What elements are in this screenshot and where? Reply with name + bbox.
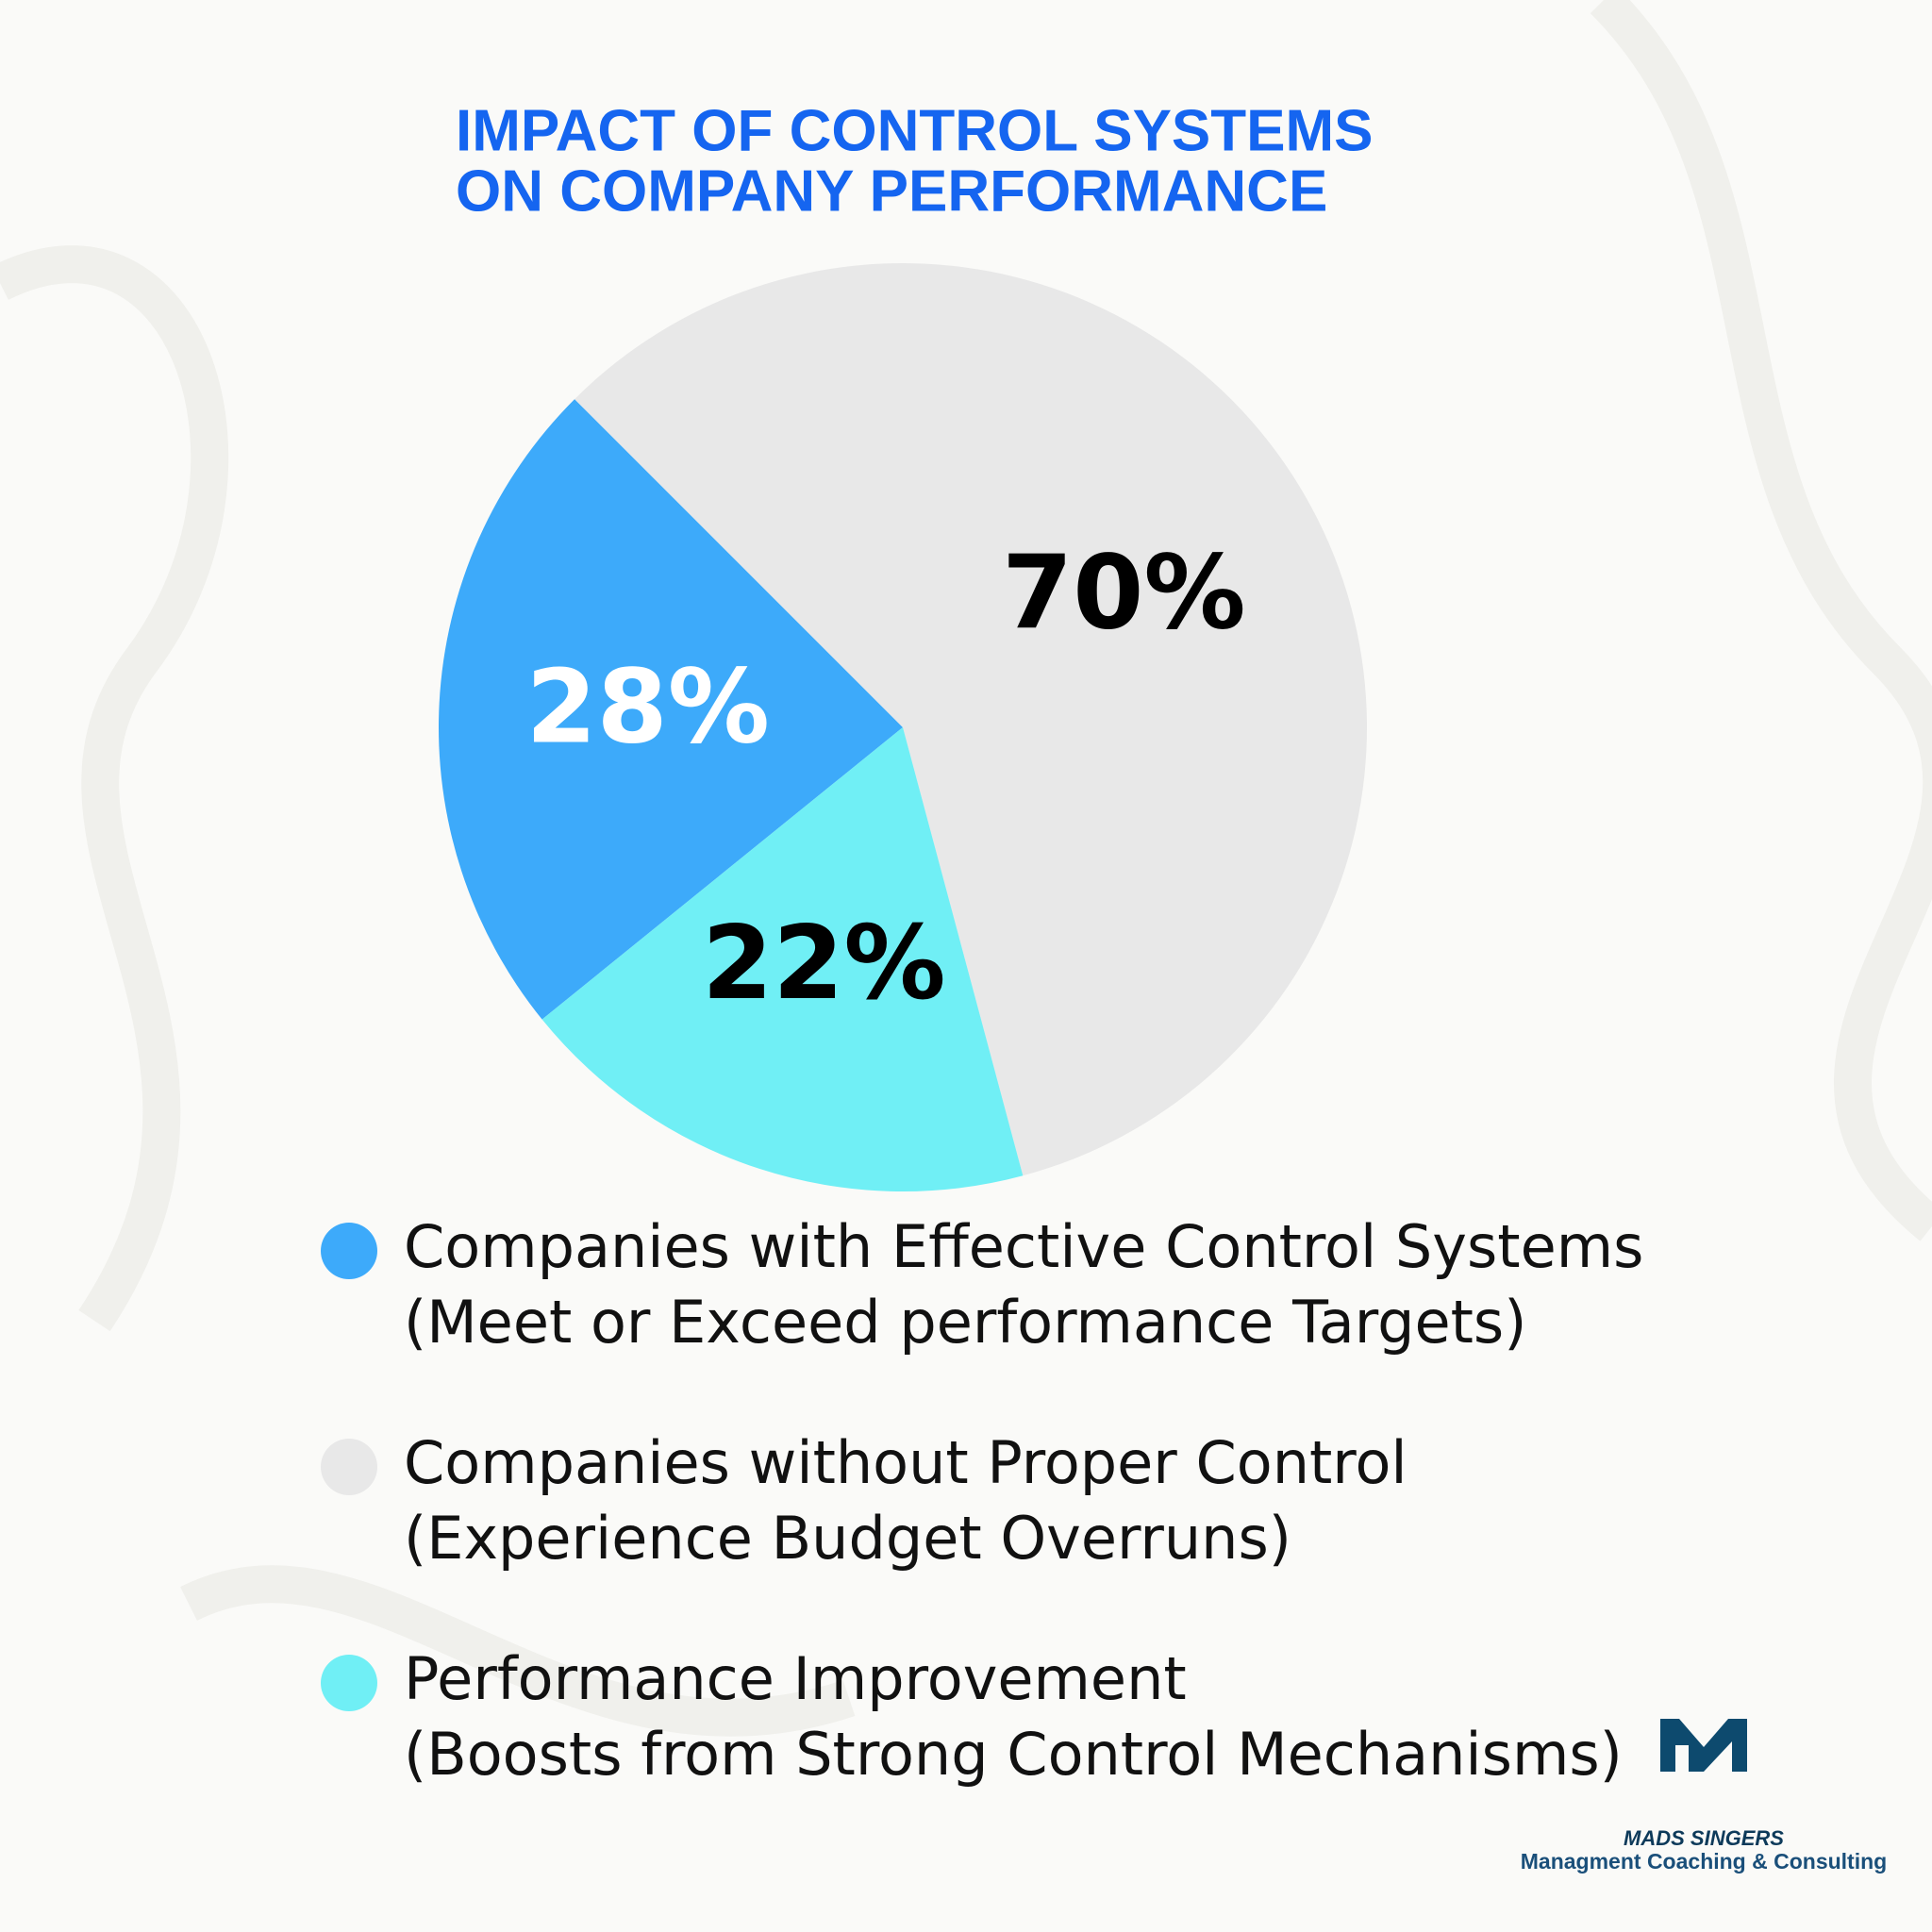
legend-description: (Boosts from Strong Control Mechanisms): [404, 1720, 1623, 1789]
legend-label: Companies without Proper Control: [404, 1428, 1407, 1497]
chart-title: ON COMPANY PERFORMANCE: [456, 158, 1327, 224]
legend-description: (Experience Budget Overruns): [404, 1504, 1291, 1573]
background-pattern: [0, 0, 1932, 1737]
logo: MADS SINGERS Managment Coaching & Consul…: [1521, 1719, 1887, 1874]
legend-label: Performance Improvement: [404, 1644, 1187, 1713]
value-label: 28%: [526, 649, 771, 767]
pie-slice: [438, 399, 903, 1020]
legend-description: (Meet or Exceed performance Targets): [404, 1288, 1526, 1357]
logo-mark: [1660, 1719, 1747, 1772]
legend-label: Companies with Effective Control Systems: [404, 1212, 1643, 1281]
chart-title: IMPACT OF CONTROL SYSTEMS: [456, 98, 1374, 163]
legend-swatch: [321, 1223, 377, 1279]
value-label: 22%: [702, 905, 946, 1023]
brand-tagline: Managment Coaching & Consulting: [1521, 1849, 1887, 1874]
brand-name: MADS SINGERS: [1624, 1826, 1784, 1850]
pie-slice: [541, 727, 1024, 1191]
legend-swatch: [321, 1655, 377, 1711]
pie-slice: [575, 262, 1367, 1176]
legend-swatch: [321, 1439, 377, 1495]
legend: Companies with Effective Control Systems…: [321, 1212, 1643, 1789]
pie: 28% 70% 22%: [438, 262, 1367, 1191]
value-label: 70%: [1002, 534, 1246, 652]
